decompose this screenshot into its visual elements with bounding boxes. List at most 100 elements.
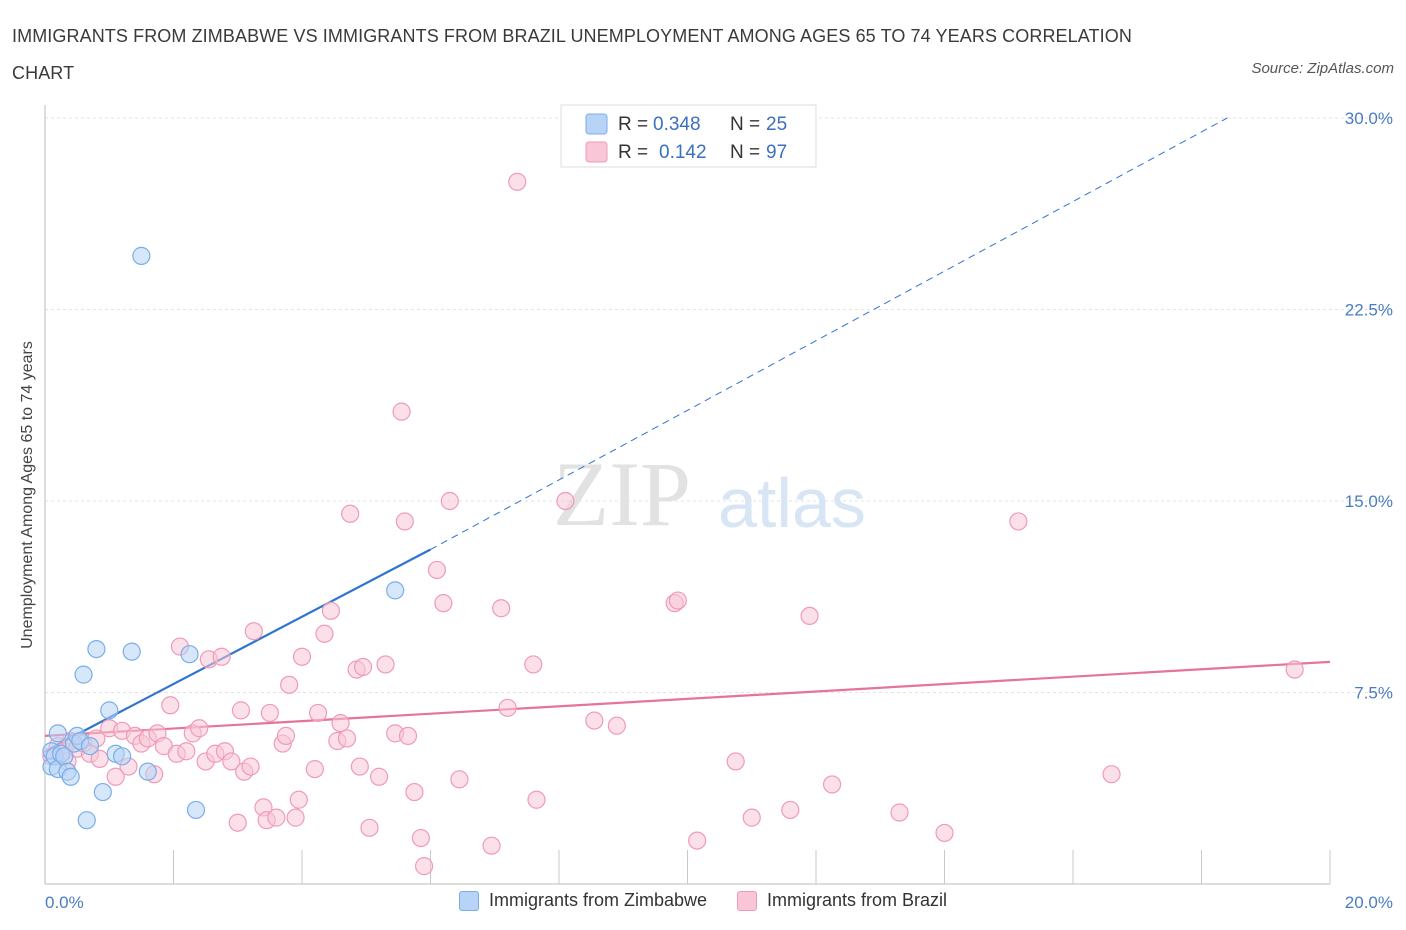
point-brazil [398,726,418,746]
point-brazil [292,647,312,666]
y-tick-labels: 7.5% 15.0% 22.5% 30.0% [1345,109,1393,703]
point-brazil [370,767,389,786]
point-zimbabwe [186,800,206,820]
point-brazil [498,698,517,717]
point-zimbabwe [180,645,199,664]
point-brazil [781,800,800,820]
point-brazil [289,790,308,809]
data-points [42,172,1304,876]
point-brazil [286,808,305,827]
point-zimbabwe [77,811,96,830]
point-zimbabwe [80,737,100,756]
legend-n-value-zimbabwe: 25 [766,114,787,135]
point-brazil [492,599,511,618]
legend-n-label-brazil: N = [730,142,760,163]
point-brazil [106,767,125,786]
x-tick-label-max: 20.0% [1345,893,1393,912]
point-brazil [321,601,341,620]
point-zimbabwe [93,782,112,802]
point-zimbabwe [61,767,80,786]
point-brazil [482,836,501,855]
point-brazil [276,726,296,746]
legend-r-value-zimbabwe: 0.348 [653,114,701,135]
y-tick-label: 15.0% [1345,492,1393,511]
chart-source: Source: ZipAtlas.com [1251,60,1394,77]
point-brazil [161,696,180,715]
point-brazil [392,402,411,421]
legend-r-value-brazil: 0.142 [659,142,707,163]
point-brazil [212,647,231,666]
point-brazil [331,714,350,733]
point-brazil [190,719,209,738]
point-brazil [935,823,954,843]
point-brazil [1009,512,1028,531]
series-swatch-zimbabwe [458,890,479,911]
legend-swatch-zimbabwe [585,113,608,135]
trend-line-1 [44,660,1331,738]
point-zimbabwe [386,581,405,600]
point-zimbabwe [74,665,93,684]
point-brazil [427,560,447,580]
series-label-zimbabwe: Immigrants from Zimbabwe [488,890,708,910]
point-brazil [350,757,369,776]
point-brazil [585,711,604,730]
point-brazil [353,657,373,677]
point-brazil [890,803,909,822]
point-brazil [280,675,299,694]
point-brazil [244,622,263,641]
legend-n-label-zimbabwe: N = [730,114,760,135]
watermark-zip: ZIP [553,443,691,545]
x-tick-label-min: 0.0% [45,893,84,912]
point-brazil [305,759,324,779]
point-zimbabwe [138,762,157,781]
point-brazil [395,512,414,531]
point-brazil [726,752,745,771]
point-brazil [308,703,328,723]
y-tick-label: 30.0% [1345,109,1393,128]
point-brazil [337,729,357,748]
point-brazil [241,757,260,776]
point-brazil [177,742,196,761]
watermark-atlas: atlas [718,464,866,542]
stats-legend: R = 0.348 N = 25 R = 0.142 N = 97 [560,104,817,168]
point-brazil [260,703,279,723]
point-zimbabwe [48,724,67,743]
x-tick-marks [173,850,1331,884]
point-zimbabwe [87,639,106,659]
legend-r-label-brazil: R = [618,142,648,163]
point-brazil [742,808,761,827]
point-brazil [90,749,109,768]
y-tick-label: 7.5% [1354,684,1393,703]
gridlines [45,117,1393,693]
point-brazil [405,782,424,802]
series-swatch-brazil [737,890,758,911]
point-brazil [228,813,247,832]
point-brazil [607,716,626,735]
point-brazil [1102,765,1121,784]
point-brazil [668,591,687,610]
chart-title: IMMIGRANTS FROM ZIMBABWE VS IMMIGRANTS F… [12,26,1132,83]
series-legend-item-brazil[interactable]: Immigrants from Brazil [737,890,947,911]
series-label-brazil: Immigrants from Brazil [767,890,948,910]
point-brazil [341,504,360,523]
point-zimbabwe [100,701,119,720]
point-brazil [556,491,575,511]
point-brazil [411,828,430,848]
legend-swatch-brazil [585,141,608,163]
point-brazil [231,701,251,720]
y-tick-label: 22.5% [1345,301,1393,320]
point-brazil [414,857,434,876]
trend-lines [44,117,1331,753]
point-brazil [688,831,707,850]
series-legend: Immigrants from Zimbabwe Immigrants from… [0,890,1406,911]
point-brazil [222,752,241,771]
point-brazil [1285,660,1304,679]
point-brazil [800,606,819,626]
point-brazil [450,770,469,789]
point-brazil [822,775,842,794]
point-brazil [440,491,459,511]
series-legend-item-zimbabwe[interactable]: Immigrants from Zimbabwe [458,890,708,911]
point-zimbabwe [122,642,141,661]
point-zimbabwe [112,747,132,766]
